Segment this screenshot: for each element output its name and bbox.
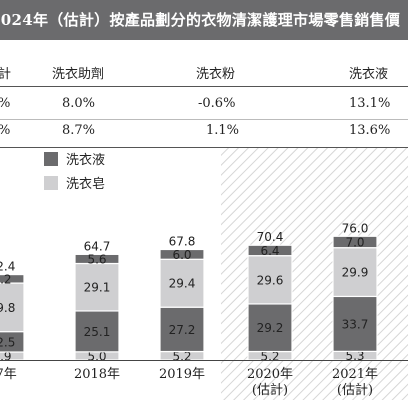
data-label: 5.2 (260, 349, 279, 363)
x-tick-label: (估計) (337, 382, 373, 398)
total-label: 52.4 (0, 260, 15, 274)
data-label: 29.1 (84, 281, 111, 295)
x-tick-label: 2019年 (159, 367, 205, 382)
data-label: 25.1 (84, 325, 111, 339)
table-cell: 13.1% (349, 96, 391, 111)
legend-label: 洗衣皂 (66, 176, 105, 192)
total-label: 64.7 (84, 239, 111, 253)
table-header: 計 洗衣助劑 洗衣粉 洗衣液 (0, 40, 408, 86)
bar-segment (74, 253, 120, 265)
data-label: 5.0 (87, 349, 106, 363)
total-label: 70.4 (257, 230, 284, 244)
bar-segment (0, 282, 25, 333)
bar-segment (0, 273, 25, 284)
table-cell: 1.1% (206, 123, 240, 138)
data-label: 29.9 (342, 266, 369, 280)
table-cell: 13.6% (349, 123, 391, 138)
header-cell-laundry-aid: 洗衣助劑 (52, 67, 105, 82)
data-label: 29.4 (169, 277, 196, 291)
bar-segment (74, 310, 120, 353)
table-cell: % (0, 96, 10, 111)
data-label: 29.2 (257, 321, 284, 335)
bar-segment (74, 262, 120, 312)
table-cell: 8.7% (62, 123, 96, 138)
bar-segment (332, 247, 378, 298)
table-bottom-rule (0, 147, 408, 148)
page-title: 2024年（估計）按產品劃分的衣物清潔護理市場零售銷售價 (0, 11, 401, 29)
legend-label: 洗衣液 (66, 152, 105, 168)
table-cell: % (0, 123, 10, 138)
data-label: 33.7 (342, 317, 369, 331)
bar-segment (159, 258, 205, 308)
table-cell: 8.0% (62, 96, 96, 111)
data-label: 7.0 (345, 235, 364, 249)
header-divider (0, 86, 408, 87)
header-cell-liquid: 洗衣液 (349, 67, 389, 82)
bar-segment (247, 255, 293, 305)
x-tick-label: (估計) (252, 382, 288, 398)
bar-segment (159, 248, 205, 260)
data-label: 5.6 (87, 252, 106, 266)
data-label: 12.5 (0, 335, 15, 349)
data-label: 5.2 (172, 349, 191, 363)
legend-swatch (44, 176, 58, 190)
data-label: 6.0 (172, 248, 191, 262)
data-label: 5.2 (0, 272, 12, 286)
total-label: 67.8 (169, 234, 196, 248)
x-tick-label: 2020年 (247, 367, 293, 382)
bar-segment (247, 244, 293, 257)
legend-swatch (44, 152, 58, 166)
bar-segment (332, 295, 378, 352)
header-cell-powder: 洗衣粉 (196, 67, 236, 82)
data-label: 29.8 (0, 301, 15, 315)
data-label: 29.6 (257, 273, 284, 287)
bar-segment (332, 235, 378, 249)
x-tick-label: 2018年 (74, 367, 120, 382)
data-label: 27.2 (169, 323, 196, 337)
x-tick-label: 2021年 (332, 367, 378, 382)
total-label: 76.0 (342, 221, 369, 235)
data-label: 5.3 (345, 349, 364, 363)
data-label: 4.9 (0, 350, 12, 364)
row-divider (0, 119, 408, 120)
page-title-bar: 2024年（估計）按產品劃分的衣物清潔護理市場零售銷售價 (0, 0, 408, 40)
table-cell: -0.6% (198, 96, 236, 111)
data-label: 6.4 (260, 244, 279, 258)
header-cell-total: 計 (0, 67, 12, 82)
x-tick-label: 17年 (0, 367, 17, 382)
